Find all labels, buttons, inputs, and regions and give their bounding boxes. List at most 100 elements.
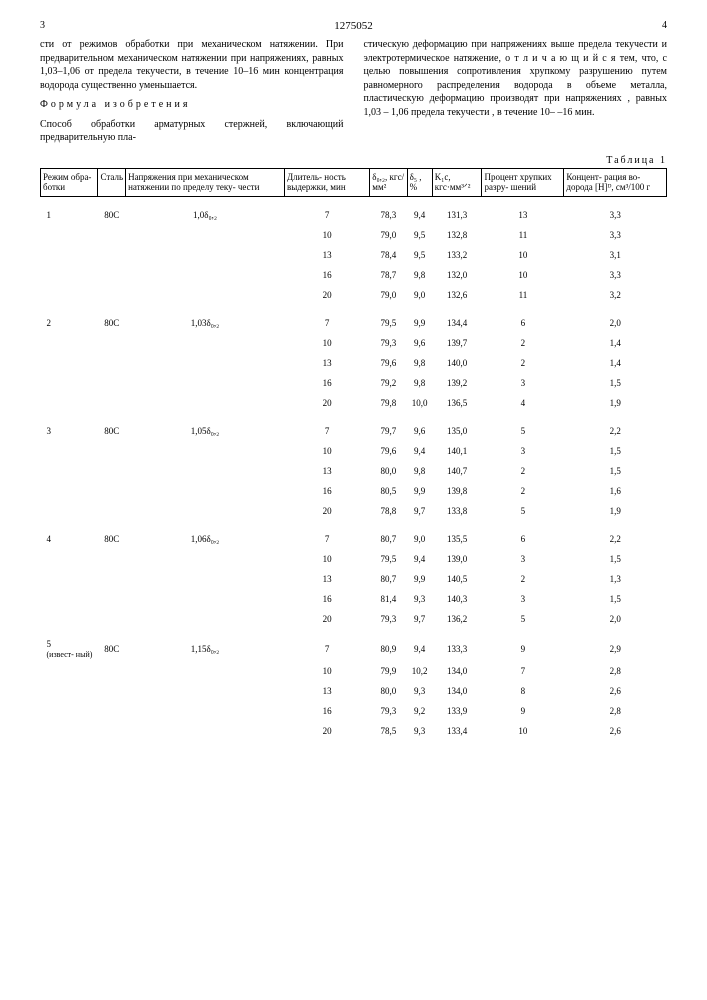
- table-cell: 20: [285, 501, 370, 521]
- table-cell: [41, 393, 98, 413]
- table-cell: 80,0: [370, 461, 407, 481]
- table-cell: 2,9: [564, 629, 667, 661]
- table-cell: 11: [482, 285, 564, 305]
- table-cell: 140,0: [432, 353, 482, 373]
- table-cell: 9,2: [407, 701, 432, 721]
- table-cell: [126, 721, 285, 741]
- table-cell: 80,7: [370, 569, 407, 589]
- table-cell: 7: [285, 521, 370, 549]
- table-cell: 9,8: [407, 373, 432, 393]
- table-cell: 80С: [98, 305, 126, 333]
- table-cell: 81,4: [370, 589, 407, 609]
- table-row: 2079,09,0132,6113,2: [41, 285, 667, 305]
- table-cell: 79,5: [370, 549, 407, 569]
- table-cell: 9,3: [407, 721, 432, 741]
- doc-number: 1275052: [45, 20, 662, 32]
- table-cell: 13: [285, 681, 370, 701]
- table-cell: 136,5: [432, 393, 482, 413]
- body-text: сти от режимов обработки при механическо…: [40, 38, 667, 145]
- table-cell: [98, 461, 126, 481]
- table-cell: 9,7: [407, 501, 432, 521]
- table-cell: 9,5: [407, 225, 432, 245]
- table-cell: 79,7: [370, 413, 407, 441]
- page-right: 4: [662, 20, 667, 32]
- table-cell: 2: [482, 353, 564, 373]
- table-cell: [98, 225, 126, 245]
- table-cell: [126, 661, 285, 681]
- column-header: δ₅ , %: [407, 168, 432, 197]
- table-cell: 4: [41, 521, 98, 549]
- column-header: Концент- рация во- дорода [H]ᴰ, см³/100 …: [564, 168, 667, 197]
- table-cell: 79,3: [370, 701, 407, 721]
- left-paragraph-2: Способ обработки арматурных стержней, вк…: [40, 118, 344, 145]
- table-cell: 9,9: [407, 305, 432, 333]
- table-cell: [126, 481, 285, 501]
- table-row: 480С1,06δ₀,₂780,79,0135,562,2: [41, 521, 667, 549]
- table-cell: 132,8: [432, 225, 482, 245]
- table-cell: [98, 701, 126, 721]
- table-cell: [41, 353, 98, 373]
- table-cell: [98, 501, 126, 521]
- table-cell: 2: [482, 333, 564, 353]
- table-cell: 9,0: [407, 521, 432, 549]
- table-cell: 2: [482, 461, 564, 481]
- table-cell: 136,2: [432, 609, 482, 629]
- table-cell: [126, 549, 285, 569]
- table-cell: 9,9: [407, 569, 432, 589]
- table-cell: 5: [482, 413, 564, 441]
- table-cell: 133,8: [432, 501, 482, 521]
- table-cell: 13: [285, 353, 370, 373]
- table-row: 1079,69,4140,131,5: [41, 441, 667, 461]
- table-cell: 134,4: [432, 305, 482, 333]
- table-cell: 13: [285, 461, 370, 481]
- table-cell: 3,1: [564, 245, 667, 265]
- table-row: 1079,910,2134,072,8: [41, 661, 667, 681]
- table-cell: 3: [482, 441, 564, 461]
- table-cell: 7: [482, 661, 564, 681]
- table-cell: [98, 353, 126, 373]
- table-cell: [41, 461, 98, 481]
- table-cell: 80,5: [370, 481, 407, 501]
- table-cell: 6: [482, 521, 564, 549]
- table-cell: 13: [285, 245, 370, 265]
- column-header: K₁c, кгс·мм³ᐟ²: [432, 168, 482, 197]
- table-cell: [41, 373, 98, 393]
- table-cell: 2,0: [564, 609, 667, 629]
- table-cell: 79,6: [370, 353, 407, 373]
- table-cell: [126, 501, 285, 521]
- table-cell: 1,05δ₀,₂: [126, 413, 285, 441]
- table-cell: 9,8: [407, 461, 432, 481]
- table-cell: [126, 589, 285, 609]
- table-row: 1380,09,3134,082,6: [41, 681, 667, 701]
- table-cell: 9,3: [407, 589, 432, 609]
- table-cell: 16: [285, 265, 370, 285]
- table-cell: 1,5: [564, 461, 667, 481]
- table-cell: 8: [482, 681, 564, 701]
- table-cell: [126, 265, 285, 285]
- table-cell: 79,2: [370, 373, 407, 393]
- table-cell: 78,3: [370, 197, 407, 226]
- table-cell: 79,0: [370, 225, 407, 245]
- table-cell: [98, 549, 126, 569]
- table-cell: 1,06δ₀,₂: [126, 521, 285, 549]
- column-header: Режим обра- ботки: [41, 168, 98, 197]
- table-cell: 3,3: [564, 225, 667, 245]
- table-cell: 78,7: [370, 265, 407, 285]
- table-cell: 20: [285, 609, 370, 629]
- table-cell: 80С: [98, 413, 126, 441]
- table-cell: [98, 609, 126, 629]
- table-cell: 1: [41, 197, 98, 226]
- table-cell: 3,3: [564, 197, 667, 226]
- table-cell: 7: [285, 197, 370, 226]
- table-row: 1679,39,2133,992,8: [41, 701, 667, 721]
- table-cell: 10: [285, 225, 370, 245]
- table-row: 1679,29,8139,231,5: [41, 373, 667, 393]
- table-cell: [126, 393, 285, 413]
- table-cell: 16: [285, 701, 370, 721]
- table-cell: 133,9: [432, 701, 482, 721]
- table-cell: 9,8: [407, 265, 432, 285]
- table-cell: [41, 501, 98, 521]
- data-table: Режим обра- боткиСтальНапряжения при мех…: [40, 168, 667, 742]
- table-cell: [41, 549, 98, 569]
- table-cell: [41, 569, 98, 589]
